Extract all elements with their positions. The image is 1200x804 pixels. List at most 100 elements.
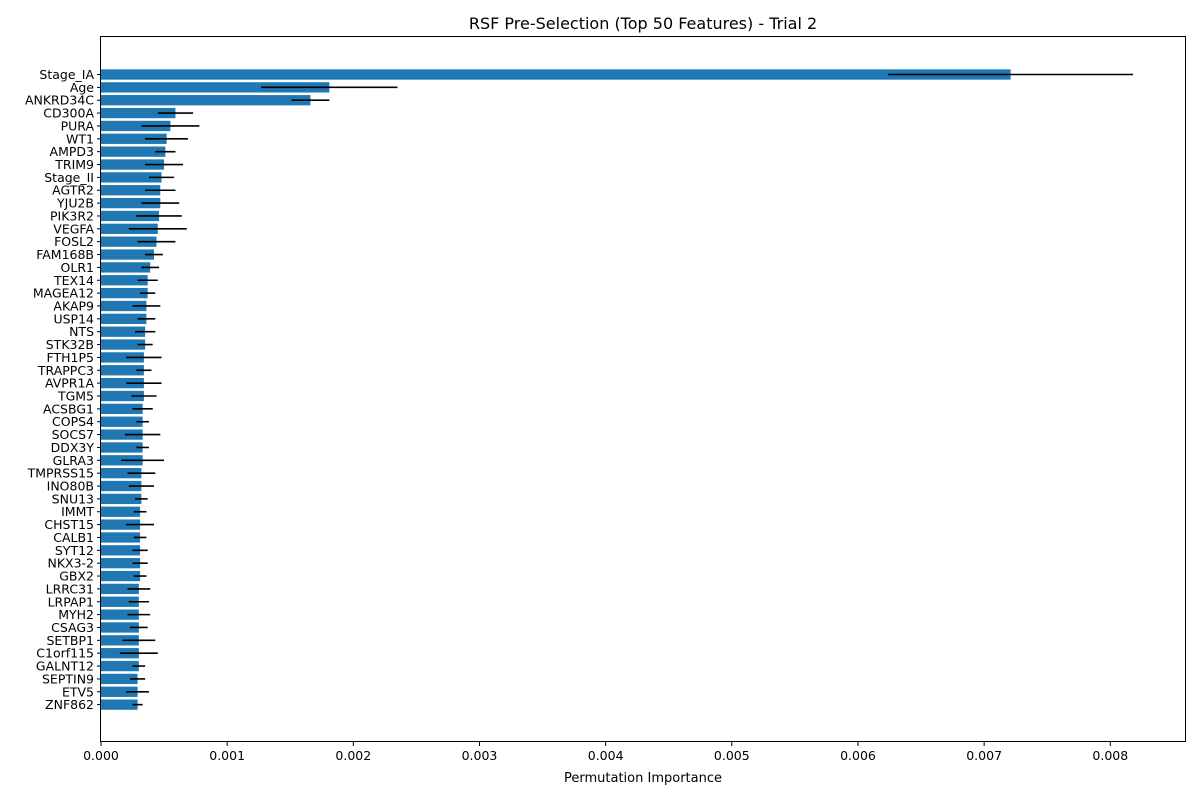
- bar-magea12: [101, 287, 148, 299]
- bar-snu13: [101, 493, 142, 505]
- plot-frame: [100, 36, 1186, 742]
- y-tick-label: LRRC31: [46, 581, 94, 596]
- bars-layer: [101, 69, 1011, 710]
- y-tick-label: FOSL2: [54, 234, 94, 249]
- bar-agtr2: [101, 185, 161, 196]
- bar-stage_ii: [101, 172, 162, 183]
- bar-cops4: [101, 416, 143, 427]
- y-tick-label: TRAPPC3: [37, 363, 94, 378]
- bar-age: [101, 82, 330, 93]
- bar-nkx3-2: [101, 558, 141, 569]
- bar-gbx2: [101, 570, 141, 582]
- x-tick-label: 0.003: [462, 748, 498, 763]
- y-tick-label: Stage_IA: [39, 67, 94, 82]
- bar-ddx3y: [101, 442, 143, 453]
- y-tick-label: C1orf115: [36, 646, 94, 661]
- bar-stage_ia: [101, 69, 1011, 80]
- y-tick-label: SETBP1: [46, 633, 94, 648]
- bar-ampd3: [101, 146, 166, 157]
- chart-title: RSF Pre-Selection (Top 50 Features) - Tr…: [469, 14, 817, 33]
- y-tick-label: WT1: [66, 131, 94, 146]
- bar-pura: [101, 120, 171, 132]
- y-tick-label: AGTR2: [52, 183, 94, 198]
- bar-syt12: [101, 545, 141, 556]
- y-tick-label: GLRA3: [53, 453, 94, 468]
- y-tick-label: AMPD3: [50, 144, 94, 159]
- bar-fth1p5: [101, 352, 144, 363]
- bar-yju2b: [101, 197, 161, 209]
- y-tick-label: ANKRD34C: [25, 93, 94, 108]
- y-tick-label: MAGEA12: [33, 286, 94, 301]
- error-bars-layer: [119, 73, 1134, 706]
- bar-wt1: [101, 133, 167, 144]
- y-axis-tick-labels: Stage_IAAgeANKRD34CCD300APURAWT1AMPD3TRI…: [25, 67, 101, 712]
- bar-lrpap1: [101, 596, 139, 607]
- y-tick-label: Age: [70, 80, 94, 95]
- y-tick-label: FAM168B: [36, 247, 94, 262]
- y-tick-label: SEPTIN9: [42, 671, 94, 686]
- y-tick-label: SNU13: [52, 491, 94, 506]
- y-tick-label: IMMT: [61, 504, 94, 519]
- bar-nts: [101, 326, 146, 337]
- bar-znf862: [101, 699, 138, 710]
- y-tick-label: CSAG3: [51, 620, 94, 635]
- y-tick-label: COPS4: [52, 414, 94, 429]
- y-tick-label: OLR1: [61, 260, 94, 275]
- bar-socs7: [101, 429, 143, 440]
- y-tick-label: ETV5: [62, 684, 94, 699]
- y-tick-label: CD300A: [43, 106, 94, 121]
- bar-trim9: [101, 159, 165, 170]
- y-tick-label: SYT12: [55, 543, 94, 558]
- x-tick-label: 0.006: [840, 748, 876, 763]
- bar-tgm5: [101, 390, 144, 402]
- bar-ino80b: [101, 480, 142, 492]
- y-tick-label: MYH2: [58, 607, 94, 622]
- bar-acsbg1: [101, 403, 143, 415]
- y-tick-label: GALNT12: [36, 659, 94, 674]
- bar-ankrd34c: [101, 95, 311, 106]
- y-tick-label: CALB1: [53, 530, 94, 545]
- bar-csag3: [101, 622, 139, 633]
- y-tick-label: NKX3-2: [47, 556, 94, 571]
- bar-setbp1: [101, 635, 139, 646]
- bar-tex14: [101, 275, 148, 286]
- y-tick-label: AVPR1A: [45, 376, 94, 391]
- bar-chst15: [101, 519, 141, 530]
- y-tick-label: TEX14: [53, 273, 94, 288]
- bar-immt: [101, 506, 141, 517]
- x-tick-label: 0.002: [335, 748, 371, 763]
- y-tick-label: TGM5: [57, 389, 94, 404]
- bar-tmprss15: [101, 468, 142, 479]
- bar-calb1: [101, 532, 141, 543]
- y-tick-label: GBX2: [59, 569, 94, 584]
- y-tick-label: DDX3Y: [51, 440, 95, 455]
- bar-stk32b: [101, 339, 146, 350]
- y-tick-label: TRIM9: [54, 157, 94, 172]
- y-tick-label: ZNF862: [45, 697, 94, 712]
- y-tick-label: USP14: [53, 311, 94, 326]
- x-axis-label: Permutation Importance: [564, 771, 722, 786]
- bar-septin9: [101, 673, 138, 685]
- bar-akap9: [101, 300, 147, 312]
- y-tick-label: STK32B: [46, 337, 94, 352]
- y-tick-label: YJU2B: [56, 196, 94, 211]
- bar-trappc3: [101, 365, 144, 376]
- bar-pik3r2: [101, 210, 160, 222]
- y-tick-label: LRPAP1: [48, 594, 94, 609]
- y-tick-label: SOCS7: [52, 427, 94, 442]
- y-tick-label: CHST15: [44, 517, 94, 532]
- x-tick-label: 0.005: [714, 748, 750, 763]
- bar-lrrc31: [101, 583, 139, 595]
- bar-myh2: [101, 609, 139, 620]
- bar-fam168b: [101, 249, 154, 260]
- y-tick-label: TMPRSS15: [27, 466, 94, 481]
- x-axis-tick-labels: 0.000 0.001 0.002 0.003 0.004 0.005 0.006 0.007…: [83, 742, 1128, 763]
- x-tick-label: 0.004: [588, 748, 624, 763]
- bar-olr1: [101, 262, 151, 273]
- y-tick-label: INO80B: [47, 479, 94, 494]
- y-tick-label: Stage_II: [44, 170, 94, 185]
- y-tick-label: ACSBG1: [43, 401, 94, 416]
- bar-cd300a: [101, 107, 176, 119]
